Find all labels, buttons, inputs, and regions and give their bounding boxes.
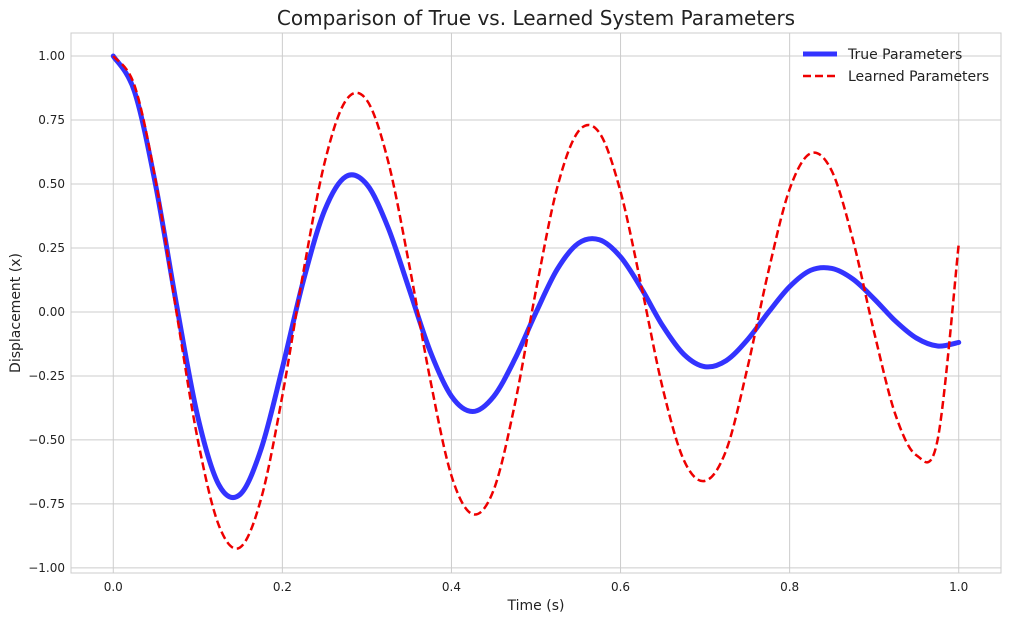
x-tick-label: 0.4	[442, 580, 461, 594]
x-tick-label: 0.2	[273, 580, 292, 594]
y-tick-label: −0.75	[28, 497, 65, 511]
x-tick-label: 0.8	[780, 580, 799, 594]
y-axis-title: Displacement (x)	[8, 253, 24, 373]
x-tick-label: 0.6	[611, 580, 630, 594]
y-tick-label: −1.00	[28, 561, 65, 575]
legend-label-0: True Parameters	[847, 47, 962, 63]
series-line-1	[112, 55, 960, 550]
legend: True Parameters Learned Parameters	[803, 47, 989, 85]
y-tick-label: 0.50	[38, 177, 65, 191]
chart-title: Comparison of True vs. Learned System Pa…	[277, 6, 795, 30]
y-tick-label: 0.00	[38, 305, 65, 319]
y-tick-label: −0.50	[28, 433, 65, 447]
x-axis-title: Time (s)	[507, 598, 565, 614]
x-tick-label: 1.0	[949, 580, 968, 594]
y-tick-label: 1.00	[38, 49, 65, 63]
y-tick-label: 0.25	[38, 241, 65, 255]
y-tick-label: 0.75	[38, 113, 65, 127]
tick-labels: 0.0 0.2 0.4 0.6 0.8 1.0 1.00 0.75 0.50 0.25 0.00 −0…	[28, 49, 968, 594]
series-line-0	[110, 53, 962, 501]
x-tick-label: 0.0	[104, 580, 123, 594]
grid-lines	[71, 33, 1001, 573]
plot-frame	[70, 32, 1002, 574]
legend-label-1: Learned Parameters	[848, 69, 989, 85]
y-tick-label: −0.25	[28, 369, 65, 383]
series-group	[110, 53, 962, 550]
